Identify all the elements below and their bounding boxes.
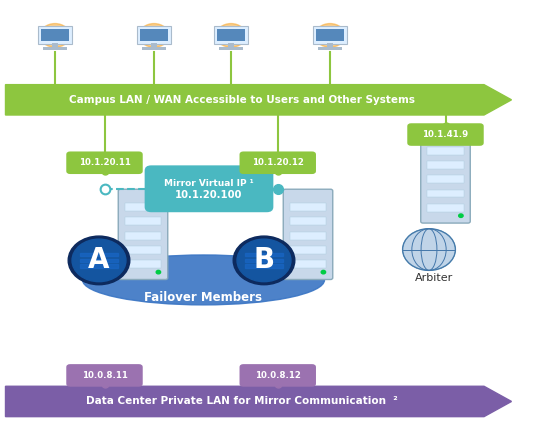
Circle shape [233, 236, 295, 285]
Bar [316, 29, 344, 41]
Bar [140, 29, 168, 41]
Text: A: A [88, 247, 110, 274]
Text: 10.0.8.11: 10.0.8.11 [81, 371, 128, 380]
Bar [219, 47, 243, 49]
Bar [427, 147, 464, 155]
Circle shape [237, 239, 291, 282]
Bar [318, 47, 342, 49]
Bar [427, 204, 464, 212]
Bar [80, 253, 118, 256]
Bar [312, 26, 348, 43]
Text: Mirror Virtual IP ¹: Mirror Virtual IP ¹ [164, 179, 254, 188]
Bar [137, 26, 172, 43]
Bar [245, 264, 283, 268]
Circle shape [315, 23, 345, 47]
FancyBboxPatch shape [118, 189, 168, 279]
Bar [427, 175, 464, 183]
FancyBboxPatch shape [240, 364, 316, 387]
Bar [125, 246, 161, 254]
Bar [427, 190, 464, 197]
FancyBboxPatch shape [283, 189, 333, 279]
Bar [125, 203, 161, 211]
Bar [125, 217, 161, 225]
Bar [125, 260, 161, 268]
Bar [217, 29, 245, 41]
FancyArrow shape [6, 386, 512, 417]
Circle shape [216, 23, 246, 47]
Text: 10.1.20.12: 10.1.20.12 [252, 158, 304, 167]
Bar [290, 203, 326, 211]
FancyBboxPatch shape [66, 364, 143, 387]
Bar [37, 26, 73, 43]
Circle shape [459, 214, 463, 217]
FancyArrow shape [6, 85, 512, 115]
Text: Data Center Private LAN for Mirror Communication  ²: Data Center Private LAN for Mirror Commu… [86, 396, 398, 407]
Bar [80, 264, 118, 268]
Bar [43, 47, 67, 49]
Bar [52, 43, 58, 47]
Text: 10.1.20.100: 10.1.20.100 [175, 190, 243, 200]
Text: Arbiter: Arbiter [415, 273, 454, 283]
Bar [213, 26, 248, 43]
FancyBboxPatch shape [407, 123, 484, 146]
Text: 10.0.8.12: 10.0.8.12 [255, 371, 301, 380]
Text: Failover Members: Failover Members [145, 291, 262, 304]
FancyBboxPatch shape [66, 151, 143, 174]
FancyBboxPatch shape [421, 133, 470, 223]
FancyBboxPatch shape [145, 165, 273, 212]
Bar [228, 43, 234, 47]
Bar [151, 43, 157, 47]
Circle shape [40, 23, 70, 47]
Text: B: B [254, 247, 274, 274]
Text: 10.1.41.9: 10.1.41.9 [422, 130, 469, 139]
Text: 10.1.20.11: 10.1.20.11 [79, 158, 130, 167]
Circle shape [139, 23, 169, 47]
Bar [290, 246, 326, 254]
Circle shape [68, 236, 130, 285]
Circle shape [403, 229, 455, 270]
FancyBboxPatch shape [240, 151, 316, 174]
Text: Campus LAN / WAN Accessible to Users and Other Systems: Campus LAN / WAN Accessible to Users and… [69, 95, 415, 105]
Bar [290, 217, 326, 225]
Bar [427, 161, 464, 169]
Circle shape [321, 270, 326, 274]
Circle shape [156, 270, 161, 274]
Bar [245, 253, 283, 256]
Circle shape [72, 239, 126, 282]
Bar [245, 259, 283, 262]
Bar [41, 29, 69, 41]
Bar [290, 232, 326, 240]
Bar [290, 260, 326, 268]
Bar [80, 259, 118, 262]
Ellipse shape [82, 255, 324, 305]
Bar [327, 43, 333, 47]
Bar [142, 47, 166, 49]
Bar [125, 232, 161, 240]
